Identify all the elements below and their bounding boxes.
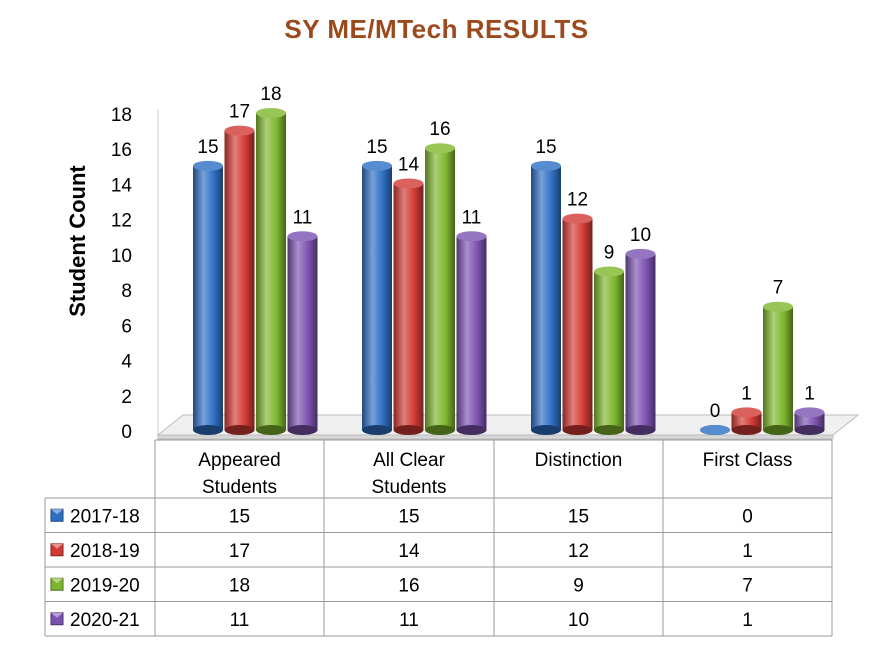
data-label: 1 xyxy=(741,383,752,404)
chart-title: SY ME/MTech RESULTS xyxy=(284,14,589,44)
data-label: 15 xyxy=(535,137,556,158)
bar xyxy=(794,407,825,435)
table-cell: 7 xyxy=(742,575,753,596)
bars xyxy=(193,108,825,435)
legend-key xyxy=(50,612,64,626)
series-name: 2019-20 xyxy=(70,575,140,596)
table-cell: 15 xyxy=(568,506,589,527)
table-cell: 15 xyxy=(229,506,250,527)
table-cell: 0 xyxy=(742,506,753,527)
data-label: 15 xyxy=(366,137,387,158)
data-table: Appeared Students All Clear Students Distinc… xyxy=(44,439,833,637)
bar xyxy=(393,178,424,435)
table-cell: 10 xyxy=(568,610,589,631)
series-name: 2018-19 xyxy=(70,541,140,562)
y-tick-label: 0 xyxy=(121,422,132,443)
table-cell: 1 xyxy=(742,610,753,631)
y-tick-label: 12 xyxy=(111,211,132,232)
bar xyxy=(362,160,392,435)
bar xyxy=(700,425,730,435)
legend-key xyxy=(50,508,64,522)
bar xyxy=(731,407,762,435)
data-label: 11 xyxy=(293,207,313,228)
bar xyxy=(594,266,624,435)
bar xyxy=(256,108,286,435)
series-name: 2017-18 xyxy=(70,506,140,527)
table-cell: 11 xyxy=(230,610,250,631)
data-label: 17 xyxy=(229,102,250,123)
table-cell: 14 xyxy=(398,541,420,562)
table-cell: 11 xyxy=(399,610,419,631)
y-tick-label: 18 xyxy=(111,105,132,126)
floor-edge xyxy=(157,434,834,440)
legend-key xyxy=(50,577,64,591)
category-label: Appeared Students xyxy=(198,450,280,498)
bar xyxy=(763,301,793,435)
data-label: 9 xyxy=(604,243,615,264)
bar xyxy=(425,143,455,435)
bar xyxy=(531,160,561,435)
bar xyxy=(456,231,487,435)
data-label: 16 xyxy=(429,119,450,140)
legend-key xyxy=(50,543,64,557)
data-label: 18 xyxy=(260,84,281,105)
data-label: 12 xyxy=(567,190,588,211)
data-label: 10 xyxy=(630,225,651,246)
bar xyxy=(224,125,255,435)
y-tick-label: 8 xyxy=(121,281,132,302)
table-cell: 1 xyxy=(742,541,753,562)
bar xyxy=(562,213,593,435)
table-cell: 9 xyxy=(573,575,584,596)
category-label: All Clear Students xyxy=(372,450,447,498)
data-label: 11 xyxy=(462,207,482,228)
table-cell: 15 xyxy=(398,506,419,527)
y-tick-label: 16 xyxy=(111,140,132,161)
category-label: Distinction xyxy=(535,450,623,471)
bar xyxy=(625,248,656,435)
data-label: 0 xyxy=(710,401,721,422)
bar xyxy=(193,160,223,435)
table-cell: 18 xyxy=(229,575,250,596)
table-cell: 12 xyxy=(568,541,589,562)
y-tick-label: 2 xyxy=(121,387,132,408)
data-label: 15 xyxy=(197,137,218,158)
chart-floor xyxy=(156,110,860,440)
table-cell: 16 xyxy=(398,575,419,596)
category-label: First Class xyxy=(703,450,793,471)
y-tick-label: 6 xyxy=(121,316,132,337)
y-axis-ticks: 0 2 4 6 8 10 12 14 16 18 xyxy=(111,105,133,443)
series-name: 2020-21 xyxy=(70,610,140,631)
data-label: 1 xyxy=(804,383,815,404)
y-tick-label: 4 xyxy=(121,352,132,373)
data-label: 7 xyxy=(773,278,784,299)
data-label: 14 xyxy=(398,154,420,175)
table-cell: 17 xyxy=(229,541,250,562)
y-tick-label: 14 xyxy=(111,175,133,196)
bar xyxy=(287,231,318,435)
y-tick-label: 10 xyxy=(111,246,132,267)
